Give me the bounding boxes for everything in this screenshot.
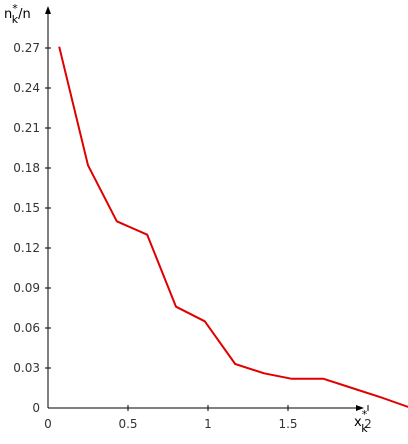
x-axis-label-sup: * <box>362 408 368 421</box>
series <box>59 47 408 408</box>
axes <box>45 6 364 411</box>
x-axis-label: x* k <box>354 408 368 435</box>
x-tick-label: 0 <box>44 417 52 431</box>
y-tick-label: 0.21 <box>13 121 40 135</box>
y-axis-label-suffix: /n <box>18 7 31 22</box>
y-tick-label: 0.09 <box>13 281 40 295</box>
x-tick-label: 1 <box>204 417 212 431</box>
series-line <box>59 47 408 408</box>
y-tick-label: 0.15 <box>13 201 40 215</box>
x-tick-label: 1.5 <box>278 417 297 431</box>
y-tick-label: 0.12 <box>13 241 40 255</box>
y-tick-label: 0.27 <box>13 41 40 55</box>
y-tick-label: 0 <box>32 401 40 415</box>
y-tick-label: 0.03 <box>13 361 40 375</box>
y-tick-label: 0.06 <box>13 321 40 335</box>
y-axis-label: n* k/n <box>4 2 31 26</box>
x-tick-label: 0.5 <box>118 417 137 431</box>
y-axis-arrow-icon <box>45 6 51 14</box>
x-axis-label-sub: k <box>361 422 368 435</box>
y-tick-label: 0.24 <box>13 81 40 95</box>
y-tick-label: 0.18 <box>13 161 40 175</box>
